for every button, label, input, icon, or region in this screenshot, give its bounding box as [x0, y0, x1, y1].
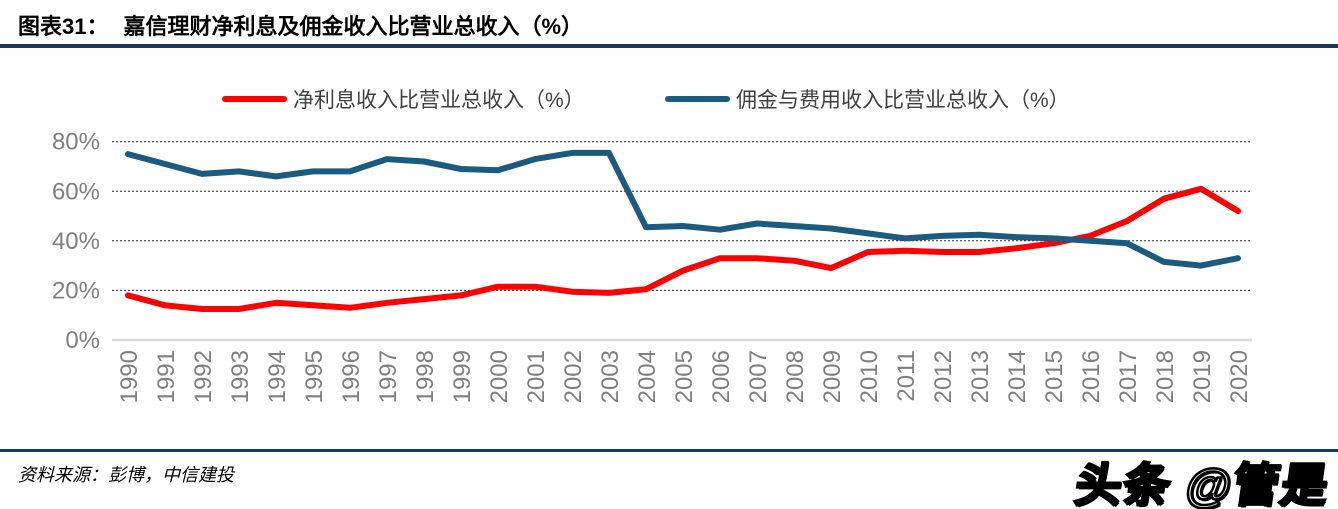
x-tick-label-2016: 2016 — [1078, 350, 1105, 403]
y-tick-label: 60% — [52, 178, 100, 205]
series-line-net-interest — [125, 185, 1241, 312]
x-tick-label-1994: 1994 — [264, 350, 291, 403]
x-tick-label-2004: 2004 — [634, 350, 661, 403]
x-tick-label-1990: 1990 — [116, 350, 143, 403]
y-tick-label: 40% — [52, 228, 100, 255]
x-tick-label-2010: 2010 — [856, 350, 883, 403]
x-tick-label-2008: 2008 — [782, 350, 809, 403]
x-tick-label-1995: 1995 — [301, 350, 328, 403]
legend-swatch-blue-line — [665, 96, 730, 102]
x-tick-label-2014: 2014 — [1004, 350, 1031, 403]
x-tick-label-2011: 2011 — [893, 350, 920, 402]
legend-swatch-red-line — [222, 96, 287, 102]
x-tick-label-1991: 1991 — [153, 350, 180, 403]
chart-legend: 净利息收入比营业总收入（%） 佣金与费用收入比营业总收入（%） — [0, 84, 1338, 114]
x-tick-label-2017: 2017 — [1115, 350, 1142, 403]
title-divider — [0, 44, 1338, 48]
figure-header: 图表31： 嘉信理财净利息及佣金收入比营业总收入（%） — [18, 9, 583, 41]
footer-divider — [0, 449, 1338, 452]
y-tick-label: 80% — [52, 129, 100, 156]
x-tick-label-1993: 1993 — [227, 350, 254, 403]
x-tick-label-1992: 1992 — [190, 350, 217, 403]
legend-label-commission: 佣金与费用收入比营业总收入（%） — [736, 89, 1070, 112]
x-tick-label-1996: 1996 — [338, 350, 365, 403]
line-chart: 0% 20% 40% 60% 80% 1990 1991 1992 1993 1994 1995 19… — [52, 129, 1253, 404]
x-tick-label-2018: 2018 — [1152, 350, 1179, 403]
x-tick-label-2002: 2002 — [560, 350, 587, 403]
x-tick-label-2007: 2007 — [745, 350, 772, 403]
x-tick-label-2019: 2019 — [1189, 350, 1216, 403]
x-tick-label-2006: 2006 — [708, 350, 735, 403]
source-note: 资料来源：彭博，中信建投 — [18, 465, 234, 485]
figure-number-label: 图表31： — [18, 14, 109, 39]
x-tick-label-2020: 2020 — [1226, 350, 1253, 403]
x-tick-label-2015: 2015 — [1041, 350, 1068, 403]
x-tick-label-2000: 2000 — [486, 350, 513, 403]
x-tick-label-2001: 2001 — [523, 350, 550, 403]
legend-item-commission: 佣金与费用收入比营业总收入（%） — [665, 84, 1070, 114]
x-tick-label-2013: 2013 — [967, 350, 994, 403]
series-line-commission — [125, 149, 1241, 269]
figure-title: 嘉信理财净利息及佣金收入比营业总收入（%） — [123, 14, 584, 39]
x-tick-label-2003: 2003 — [597, 350, 624, 403]
x-tick-label-2005: 2005 — [671, 350, 698, 403]
x-tick-label-1999: 1999 — [449, 350, 476, 403]
x-tick-label-1998: 1998 — [412, 350, 439, 403]
legend-label-net-interest: 净利息收入比营业总收入（%） — [293, 89, 585, 112]
y-tick-label: 20% — [52, 277, 100, 304]
watermark: 头条 @管是 — [1071, 458, 1334, 509]
y-tick-label: 0% — [65, 327, 100, 354]
x-tick-label-2009: 2009 — [819, 350, 846, 403]
x-tick-label-2012: 2012 — [930, 350, 957, 403]
x-tick-label-1997: 1997 — [375, 350, 402, 403]
legend-item-net-interest: 净利息收入比营业总收入（%） — [222, 84, 585, 114]
